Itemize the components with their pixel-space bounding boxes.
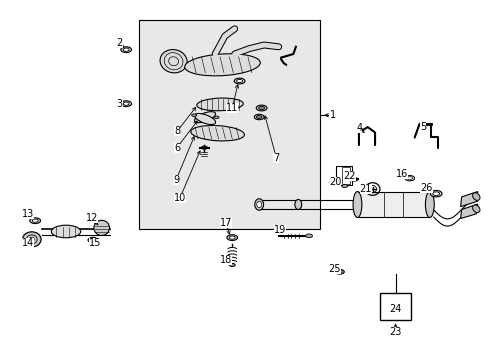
Text: 6: 6 bbox=[174, 143, 180, 153]
Text: 15: 15 bbox=[89, 238, 102, 248]
Ellipse shape bbox=[337, 271, 342, 273]
Text: 13: 13 bbox=[22, 209, 35, 219]
Ellipse shape bbox=[194, 112, 215, 123]
Text: 12: 12 bbox=[85, 213, 98, 223]
Ellipse shape bbox=[256, 105, 266, 111]
Ellipse shape bbox=[123, 102, 129, 105]
Text: 7: 7 bbox=[273, 153, 279, 163]
Text: 17: 17 bbox=[219, 218, 232, 228]
Ellipse shape bbox=[352, 192, 361, 217]
Ellipse shape bbox=[30, 218, 41, 224]
Ellipse shape bbox=[160, 50, 187, 73]
Ellipse shape bbox=[214, 116, 219, 118]
Ellipse shape bbox=[229, 264, 235, 266]
Ellipse shape bbox=[121, 101, 131, 107]
Ellipse shape bbox=[350, 177, 357, 181]
Ellipse shape bbox=[429, 190, 441, 197]
Ellipse shape bbox=[90, 239, 96, 242]
Ellipse shape bbox=[406, 177, 411, 180]
Ellipse shape bbox=[226, 235, 237, 240]
Ellipse shape bbox=[190, 126, 244, 141]
Ellipse shape bbox=[22, 232, 41, 247]
Ellipse shape bbox=[194, 113, 215, 125]
Ellipse shape bbox=[191, 114, 196, 117]
Text: 22: 22 bbox=[343, 171, 355, 181]
Text: 18: 18 bbox=[219, 255, 232, 265]
Text: 14: 14 bbox=[22, 238, 35, 248]
Ellipse shape bbox=[254, 114, 264, 120]
Text: 5: 5 bbox=[419, 122, 425, 132]
Ellipse shape bbox=[256, 201, 261, 208]
Text: 8: 8 bbox=[174, 126, 180, 136]
Ellipse shape bbox=[88, 238, 98, 243]
Ellipse shape bbox=[432, 192, 439, 195]
Ellipse shape bbox=[236, 79, 242, 83]
Ellipse shape bbox=[256, 116, 262, 118]
Ellipse shape bbox=[294, 199, 301, 210]
Ellipse shape bbox=[258, 107, 264, 110]
Text: 11: 11 bbox=[225, 103, 238, 113]
Ellipse shape bbox=[201, 146, 207, 149]
Text: 25: 25 bbox=[328, 264, 341, 274]
Ellipse shape bbox=[51, 225, 81, 238]
Text: 24: 24 bbox=[388, 304, 401, 314]
Text: 20: 20 bbox=[328, 177, 341, 187]
Ellipse shape bbox=[121, 47, 131, 53]
Ellipse shape bbox=[94, 220, 109, 235]
Text: 19: 19 bbox=[273, 225, 285, 235]
Text: 3: 3 bbox=[117, 99, 122, 109]
Bar bbox=[380, 293, 410, 320]
Bar bbox=[357, 192, 429, 217]
Ellipse shape bbox=[335, 269, 344, 274]
Text: 21: 21 bbox=[359, 184, 371, 194]
Ellipse shape bbox=[229, 236, 235, 239]
Ellipse shape bbox=[197, 98, 243, 111]
Text: 4: 4 bbox=[356, 123, 362, 133]
Polygon shape bbox=[460, 204, 477, 219]
Ellipse shape bbox=[471, 193, 479, 201]
Ellipse shape bbox=[471, 205, 479, 213]
Ellipse shape bbox=[234, 78, 244, 84]
Ellipse shape bbox=[404, 175, 414, 181]
Text: 1: 1 bbox=[329, 110, 335, 120]
Ellipse shape bbox=[341, 185, 347, 188]
Bar bbox=[139, 20, 320, 229]
Text: 16: 16 bbox=[395, 168, 407, 179]
Text: 2: 2 bbox=[117, 38, 122, 48]
Ellipse shape bbox=[123, 48, 129, 51]
Ellipse shape bbox=[184, 54, 260, 76]
Text: 9: 9 bbox=[173, 175, 179, 185]
Ellipse shape bbox=[32, 219, 38, 222]
Text: 23: 23 bbox=[388, 327, 401, 337]
Ellipse shape bbox=[305, 234, 312, 238]
Ellipse shape bbox=[254, 199, 263, 210]
Ellipse shape bbox=[425, 192, 433, 217]
Polygon shape bbox=[460, 192, 477, 207]
Text: 10: 10 bbox=[173, 193, 186, 203]
Text: 26: 26 bbox=[419, 183, 432, 193]
